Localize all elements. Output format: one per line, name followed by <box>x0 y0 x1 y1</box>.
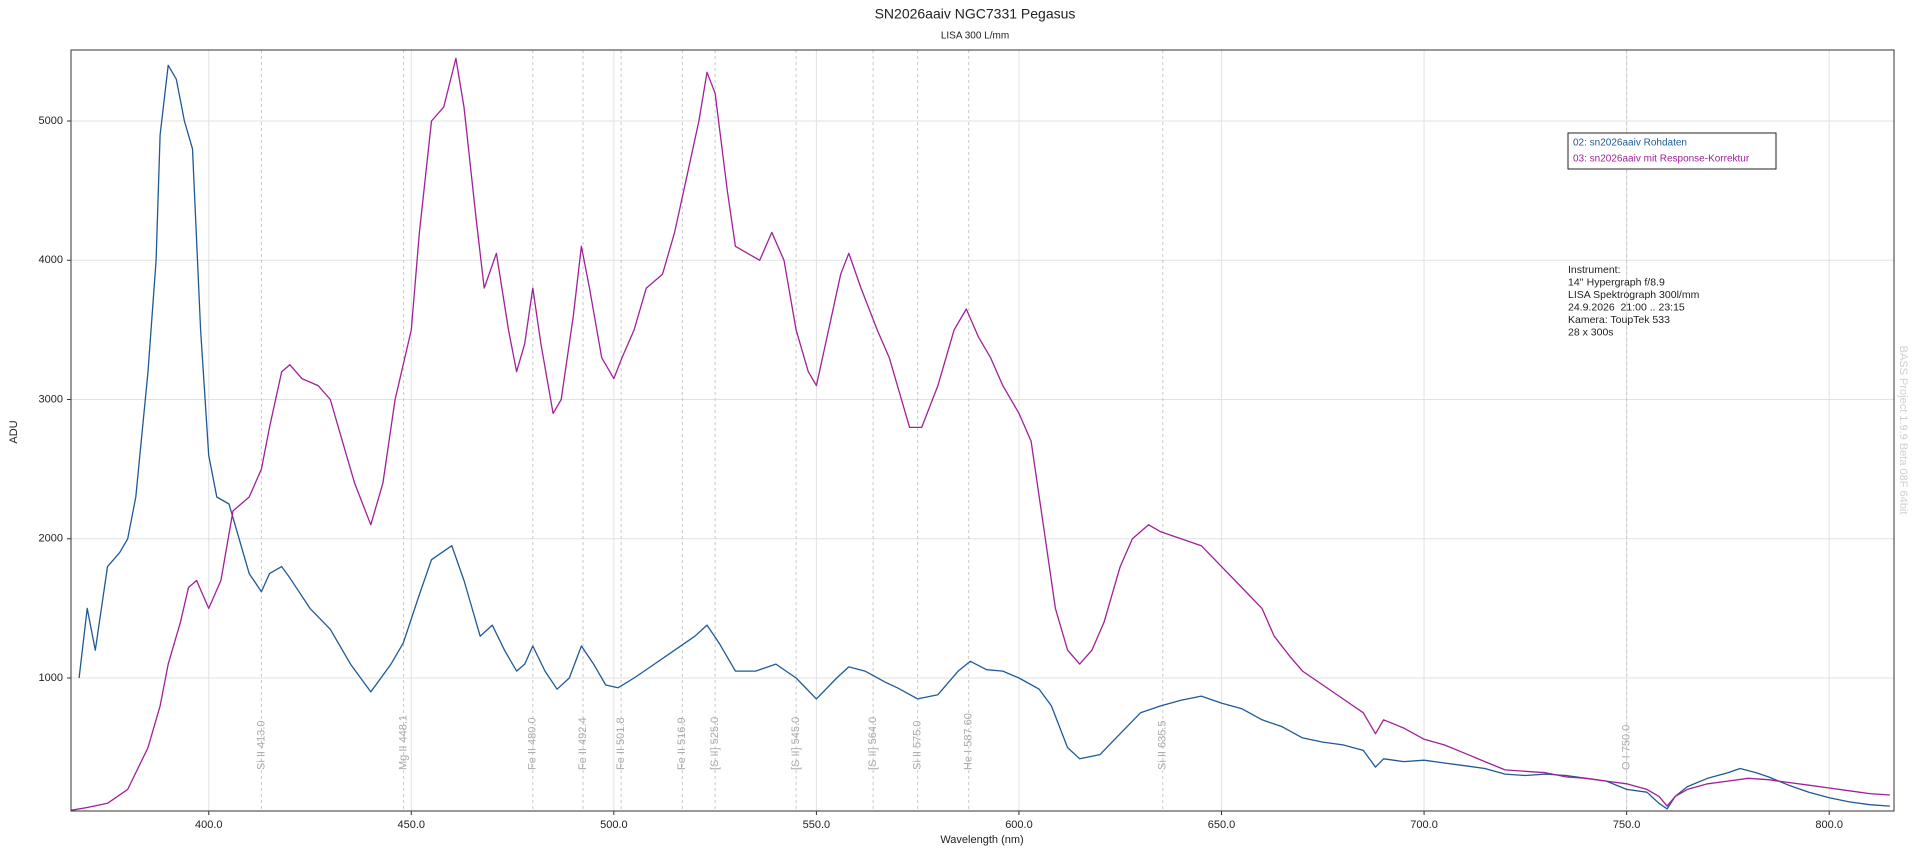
y-tick-label: 1000 <box>39 672 63 684</box>
line-marker-label: He I 587.60 <box>963 713 975 770</box>
x-tick-label: 800.0 <box>1815 819 1843 831</box>
chart-title: SN2026aaiv NGC7331 Pegasus <box>875 6 1076 22</box>
x-tick-label: 400.0 <box>195 819 223 831</box>
line-marker-label: [S II] 525.0 <box>709 717 721 770</box>
info-text: LISA Spektrograph 300l/mm <box>1568 289 1700 301</box>
x-tick-label: 750.0 <box>1613 819 1641 831</box>
line-marker-label: [S II] 564.0 <box>867 717 879 770</box>
x-tick-label: 450.0 <box>398 819 426 831</box>
line-marker-label: Fe II 516.9 <box>676 717 688 770</box>
watermark: BASS Project 1.9.9 Beta 08F 64bit <box>1897 346 1909 515</box>
line-marker-label: Si II 413.0 <box>255 720 267 770</box>
info-text: Instrument: <box>1568 264 1621 276</box>
x-tick-label: 650.0 <box>1208 819 1236 831</box>
info-text: Kamera: ToupTek 533 <box>1568 314 1670 326</box>
info-text: 24.9.2026 21:00 .. 23:15 <box>1568 301 1685 313</box>
x-axis-label: Wavelength (nm) <box>940 834 1023 846</box>
series-line <box>78 64 1890 810</box>
legend-label: 02: sn2026aaiv Rohdaten <box>1573 138 1687 149</box>
plot-frame <box>70 49 1895 812</box>
y-axis-label: ADU <box>8 420 20 443</box>
info-text: 28 x 300s <box>1568 326 1614 338</box>
line-marker-label: Si II 575.0 <box>912 720 924 770</box>
x-tick-label: 550.0 <box>803 819 831 831</box>
y-tick-label: 4000 <box>39 254 63 266</box>
y-tick-label: 5000 <box>39 115 63 127</box>
y-tick-label: 3000 <box>39 393 63 405</box>
chart-subtitle: LISA 300 L/mm <box>941 31 1009 42</box>
x-tick-label: 600.0 <box>1005 819 1033 831</box>
line-marker-label: Fe II 501.8 <box>615 717 627 770</box>
y-tick-label: 2000 <box>39 533 63 545</box>
x-tick-label: 500.0 <box>600 819 628 831</box>
x-tick-label: 700.0 <box>1410 819 1438 831</box>
line-marker-label: Fe II 492.4 <box>577 717 589 770</box>
line-marker-label: Fe II 480.0 <box>527 717 539 770</box>
line-marker-label: O I 750.0 <box>1621 725 1633 770</box>
line-marker-label: Mg II 448.1 <box>398 715 410 770</box>
line-marker-label: Si II 635.5 <box>1157 720 1169 770</box>
line-marker-label: [S II] 545.0 <box>790 717 802 770</box>
legend-label: 03: sn2026aaiv mit Response-Korrektur <box>1573 154 1750 165</box>
legend-box <box>1567 132 1777 170</box>
info-text: 14'' Hypergraph f/8.9 <box>1568 276 1665 288</box>
series-line <box>70 57 1890 811</box>
